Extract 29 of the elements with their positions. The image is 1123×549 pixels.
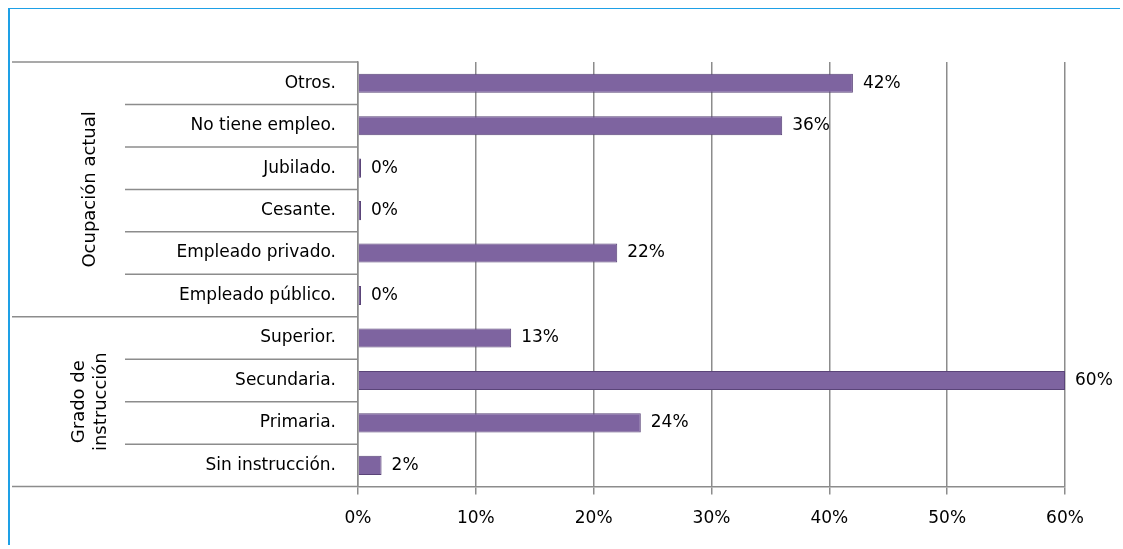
x-tick-label: 30%	[692, 507, 731, 528]
data-label: 0%	[371, 283, 398, 304]
data-label: 36%	[792, 114, 830, 135]
data-label: 0%	[371, 156, 398, 177]
y-tick-label: No tiene empleo.	[190, 114, 336, 135]
x-tick-label: 50%	[928, 507, 967, 528]
y-tick-label: Superior.	[260, 326, 336, 347]
y-tick-label: Empleado público.	[179, 283, 336, 304]
x-tick-label: 40%	[810, 507, 849, 528]
y-tick-label: Primaria.	[259, 411, 336, 432]
y-tick-label: Cesante.	[261, 199, 336, 220]
data-label: 24%	[650, 411, 689, 432]
y-tick-label: Secundaria.	[235, 368, 336, 389]
data-label: 22%	[627, 241, 666, 262]
data-label: 42%	[862, 71, 901, 92]
y-tick-label: Empleado privado.	[176, 241, 336, 262]
y-tick-label: Sin instrucción.	[205, 453, 336, 474]
data-label: 60%	[1075, 368, 1113, 389]
x-tick-label: 60%	[1046, 507, 1084, 528]
x-tick-label: 0%	[344, 507, 372, 528]
y-tick-label: Otros.	[284, 71, 336, 92]
y-tick-label: Jubilado.	[262, 156, 336, 177]
x-tick-label: 10%	[456, 507, 495, 528]
text: Ocupación actual	[77, 111, 99, 268]
text: Grado de instrucción	[66, 352, 110, 452]
data-label: 2%	[391, 453, 419, 474]
x-tick-label: 20%	[574, 507, 613, 528]
data-label: 13%	[521, 326, 559, 347]
data-label: 0%	[371, 199, 398, 220]
